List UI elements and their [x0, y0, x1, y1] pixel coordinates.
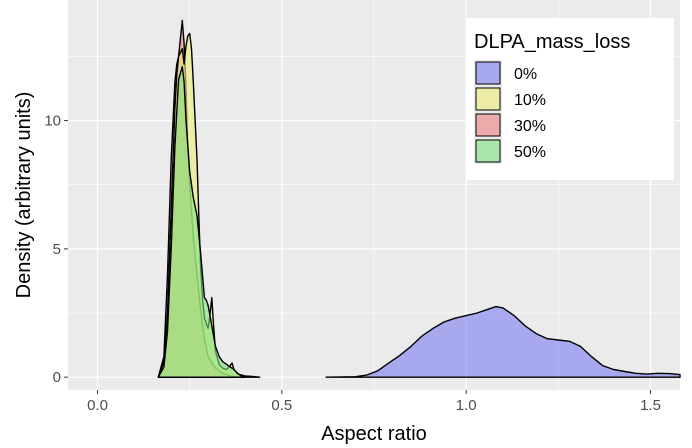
legend-items: 0% 10% 30% 50%	[474, 60, 546, 164]
y-tick-label: 10	[44, 113, 61, 130]
legend-title: DLPA_mass_loss	[474, 31, 630, 53]
legend-label-0pct: 0%	[514, 66, 537, 83]
legend-label-50pct: 50%	[514, 144, 546, 161]
x-tick-label: 1.5	[640, 397, 661, 414]
legend-swatch-10pct	[475, 87, 501, 111]
x-tick-label: 0.5	[271, 397, 292, 414]
y-tick-label: 0	[53, 369, 61, 386]
x-tick-label: 1.0	[456, 397, 477, 414]
x-axis-title: Aspect ratio	[321, 423, 427, 445]
legend-swatch-30pct	[475, 113, 501, 137]
y-tick-label: 5	[53, 241, 61, 258]
density-area-50pct	[157, 66, 246, 378]
legend-label-30pct: 30%	[514, 118, 546, 135]
x-tick-label: 0.0	[87, 397, 108, 414]
series-layer	[157, 19, 681, 378]
legend-swatch-50pct	[475, 139, 501, 163]
legend: DLPA_mass_loss 0% 10% 30% 50%	[466, 18, 674, 180]
density-area-0pct	[325, 305, 681, 378]
x-axis: 0.0 0.5 1.0 1.5	[87, 390, 661, 414]
legend-label-10pct: 10%	[514, 92, 546, 109]
y-axis: 0 5 10	[44, 113, 68, 386]
y-axis-title: Density (arbitrary units)	[13, 92, 35, 299]
legend-swatch-0pct	[475, 61, 501, 85]
